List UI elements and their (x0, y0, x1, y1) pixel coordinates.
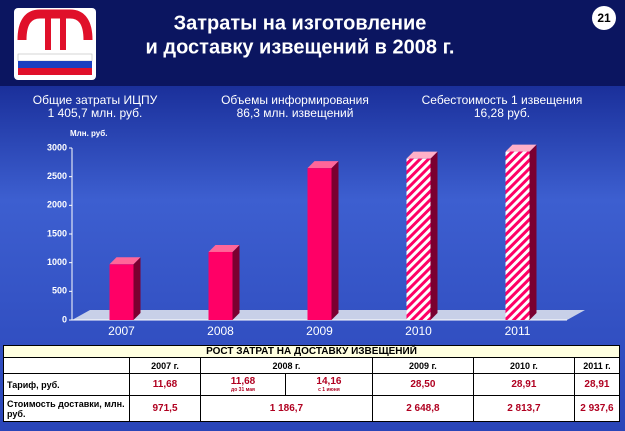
cell: 11,68 (129, 373, 201, 396)
bar-top (208, 244, 240, 252)
y-tick-label: 500 (52, 286, 67, 296)
x-tick-label: 2011 (505, 324, 531, 338)
bar-top (406, 151, 438, 159)
y-tick-label: 0 (62, 314, 67, 324)
cell: 28,91 (472, 373, 575, 396)
title: Затраты на изготовление (174, 12, 427, 34)
y-tick-label: 2500 (47, 171, 67, 181)
logo (14, 8, 96, 80)
bar (208, 251, 233, 320)
table: РОСТ ЗАТРАТ НА ДОСТАВКУ ИЗВЕЩЕНИЙ 2007 г… (3, 345, 621, 422)
bar-side (133, 257, 141, 320)
header-cell: 2009 г. (371, 357, 474, 374)
x-tick-label: 2008 (207, 324, 234, 338)
row-label: Стоимость доставки, млн. руб. (3, 395, 130, 422)
x-tick-label: 2010 (405, 324, 432, 338)
cell: 2 648,8 (371, 395, 474, 422)
bar-top (505, 144, 537, 152)
stat-label: Общие затраты ИЦПУ (33, 93, 158, 107)
bar-side (529, 144, 537, 320)
bar-side (430, 151, 438, 320)
cell-note: до 31 мая (231, 387, 255, 393)
bar (109, 264, 134, 320)
row-label: Тариф, руб. (3, 373, 130, 396)
cell: 14,16 с 1 июня (285, 373, 373, 396)
stat-value: 86,3 млн. извещений (237, 106, 354, 120)
y-tick-label: 2000 (47, 200, 67, 210)
bar-side (232, 244, 240, 320)
cell: 28,50 (371, 373, 474, 396)
cell-value: 14,16 (316, 376, 342, 387)
page-number: 21 (597, 11, 611, 25)
y-tick-label: 1000 (47, 257, 67, 267)
stat-label: Объемы информирования (221, 93, 369, 107)
title: и доставку извещений в 2008 г. (146, 36, 455, 58)
bar (307, 168, 332, 320)
cell: 2 937,6 (573, 395, 621, 422)
header-cell: 2010 г. (472, 357, 575, 374)
cell: 11,68 до 31 мая (199, 373, 287, 396)
x-tick-label: 2009 (306, 324, 333, 338)
table-title: РОСТ ЗАТРАТ НА ДОСТАВКУ ИЗВЕЩЕНИЙ (3, 345, 620, 358)
stat-value: 16,28 руб. (474, 106, 530, 120)
bar (406, 158, 431, 320)
cell: 1 186,7 (200, 395, 373, 422)
bar-side (331, 161, 339, 320)
bar-top (307, 161, 339, 169)
page-badge (592, 6, 616, 30)
y-tick-label: 3000 (47, 142, 67, 152)
header-cell: 2008 г. (200, 357, 373, 374)
cell (3, 357, 130, 374)
cell-note: с 1 июня (318, 387, 340, 393)
header-band (0, 0, 625, 86)
cell: 2 813,7 (472, 395, 575, 422)
chart: Затраты на изготовление и доставку извещ… (0, 0, 625, 338)
bar (505, 151, 530, 320)
x-tick-label: 2007 (108, 324, 135, 338)
bar-top (109, 257, 141, 265)
cell: 28,91 (573, 373, 621, 396)
cell-value: 11,68 (230, 376, 256, 387)
header-cell: 2011 г. (573, 357, 621, 374)
y-tick-label: 1500 (47, 228, 67, 238)
cell: 971,5 (129, 395, 201, 422)
y-axis-label: Млн. руб. (70, 129, 107, 138)
stat-label: Себестоимость 1 извещения (422, 93, 583, 107)
stat-value: 1 405,7 млн. руб. (48, 106, 143, 120)
header-cell: 2007 г. (129, 357, 201, 374)
